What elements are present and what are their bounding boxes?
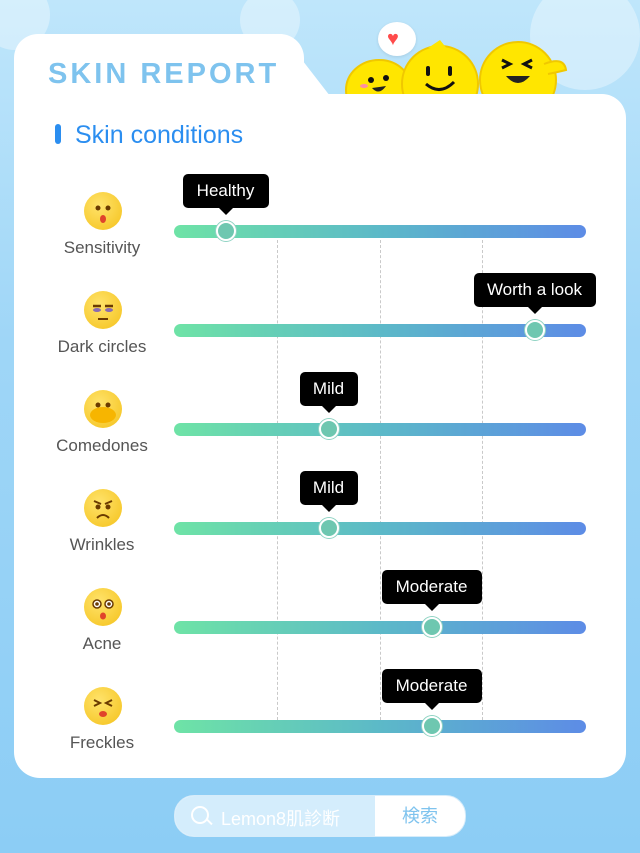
search-button[interactable]: 検索 [402,806,438,826]
tired-face-icon [84,291,122,329]
condition-level-marker [215,221,236,241]
condition-level-track [174,720,586,733]
frown-face-icon [84,489,122,527]
condition-level-track [174,423,586,436]
gridline [380,240,381,720]
search-icon [191,806,209,824]
condition-label: Dark circles [57,337,147,356]
condition-rating-tooltip: Worth a look [473,273,596,314]
covered-face-icon [84,390,122,428]
condition-level-track [174,324,586,337]
condition-level-track [174,621,586,634]
condition-rating-tooltip: Mild [299,372,358,413]
condition-row: Sensitivity Healthy [14,174,626,279]
condition-level-marker [318,419,339,439]
condition-row: Comedones Mild [14,372,626,477]
condition-label: Wrinkles [69,535,135,554]
condition-level-marker [524,320,545,340]
gridline [277,240,278,720]
condition-rating-tooltip: Moderate [381,570,482,611]
condition-level-marker [421,617,442,637]
condition-rating-tooltip: Healthy [182,174,269,215]
lemon-mascot-right-icon [479,41,568,96]
condition-level-track [174,522,586,535]
search-bar[interactable]: Lemon8肌診断 検索 [174,795,466,837]
condition-row: Acne Moderate [14,570,626,675]
section-accent-bar [55,124,61,144]
kiss-face-icon [84,192,122,230]
search-query: Lemon8肌診断 [221,809,341,829]
report-title: SKIN REPORT [48,58,280,90]
condition-rating-tooltip: Moderate [381,669,482,710]
squint-face-icon [84,687,122,725]
condition-label: Comedones [56,436,148,455]
heart-icon: ♥ [387,28,399,50]
condition-level-track [174,225,586,238]
condition-label: Acne [82,634,122,653]
condition-rating-tooltip: Mild [299,471,358,512]
gridline [482,240,483,720]
condition-row: Freckles Moderate [14,669,626,774]
condition-level-marker [421,716,442,736]
condition-level-marker [318,518,339,538]
lemon-mascot-center-icon [401,40,479,96]
heart-bubble: ♥ [378,22,416,56]
condition-label: Freckles [69,733,135,752]
condition-row: Wrinkles Mild [14,471,626,576]
condition-label: Sensitivity [63,238,141,257]
condition-row: Dark circles Worth a look [14,273,626,378]
search-input[interactable]: Lemon8肌診断 [175,796,375,836]
surprised-face-icon [84,588,122,626]
section-title: Skin conditions [75,121,244,149]
